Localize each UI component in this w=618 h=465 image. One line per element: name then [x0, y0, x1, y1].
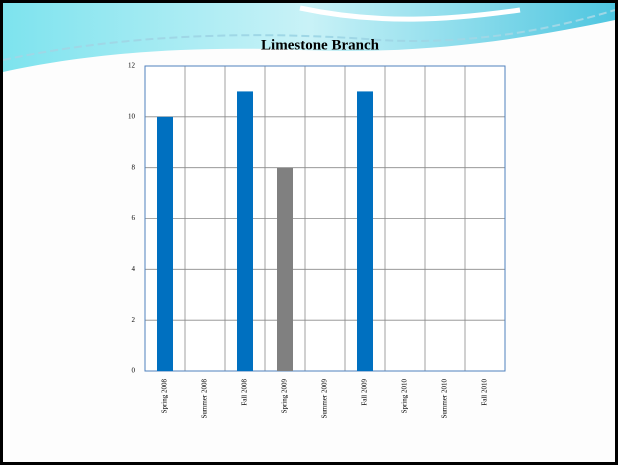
- y-tick-label: 2: [132, 316, 136, 324]
- x-tick-label: Summer 2008: [201, 379, 209, 419]
- x-tick-label: Spring 2008: [161, 379, 169, 414]
- y-tick-label: 4: [132, 265, 136, 273]
- y-tick-label: 12: [128, 62, 136, 70]
- chart-title: Limestone Branch: [261, 37, 380, 53]
- x-tick-label: Summer 2010: [441, 379, 449, 419]
- y-tick-label: 6: [132, 214, 136, 222]
- header-wave: [3, 3, 615, 72]
- wave-highlight: [299, 5, 521, 22]
- wave-line: [2, 9, 616, 61]
- bar: [277, 167, 293, 371]
- plot-border: [144, 65, 506, 372]
- x-tick-label: Fall 2009: [361, 379, 369, 406]
- bar: [357, 91, 373, 372]
- x-tick-label: Fall 2008: [241, 379, 249, 406]
- x-tick-label: Spring 2009: [281, 379, 289, 414]
- bar: [157, 116, 173, 371]
- x-tick-label: Fall 2010: [481, 379, 489, 406]
- y-tick-label: 10: [128, 112, 136, 120]
- y-tick-label: 8: [132, 163, 136, 171]
- x-tick-label: Spring 2010: [401, 379, 409, 414]
- bar: [237, 91, 253, 372]
- y-tick-label: 0: [132, 367, 136, 375]
- x-tick-label: Summer 2009: [321, 379, 329, 419]
